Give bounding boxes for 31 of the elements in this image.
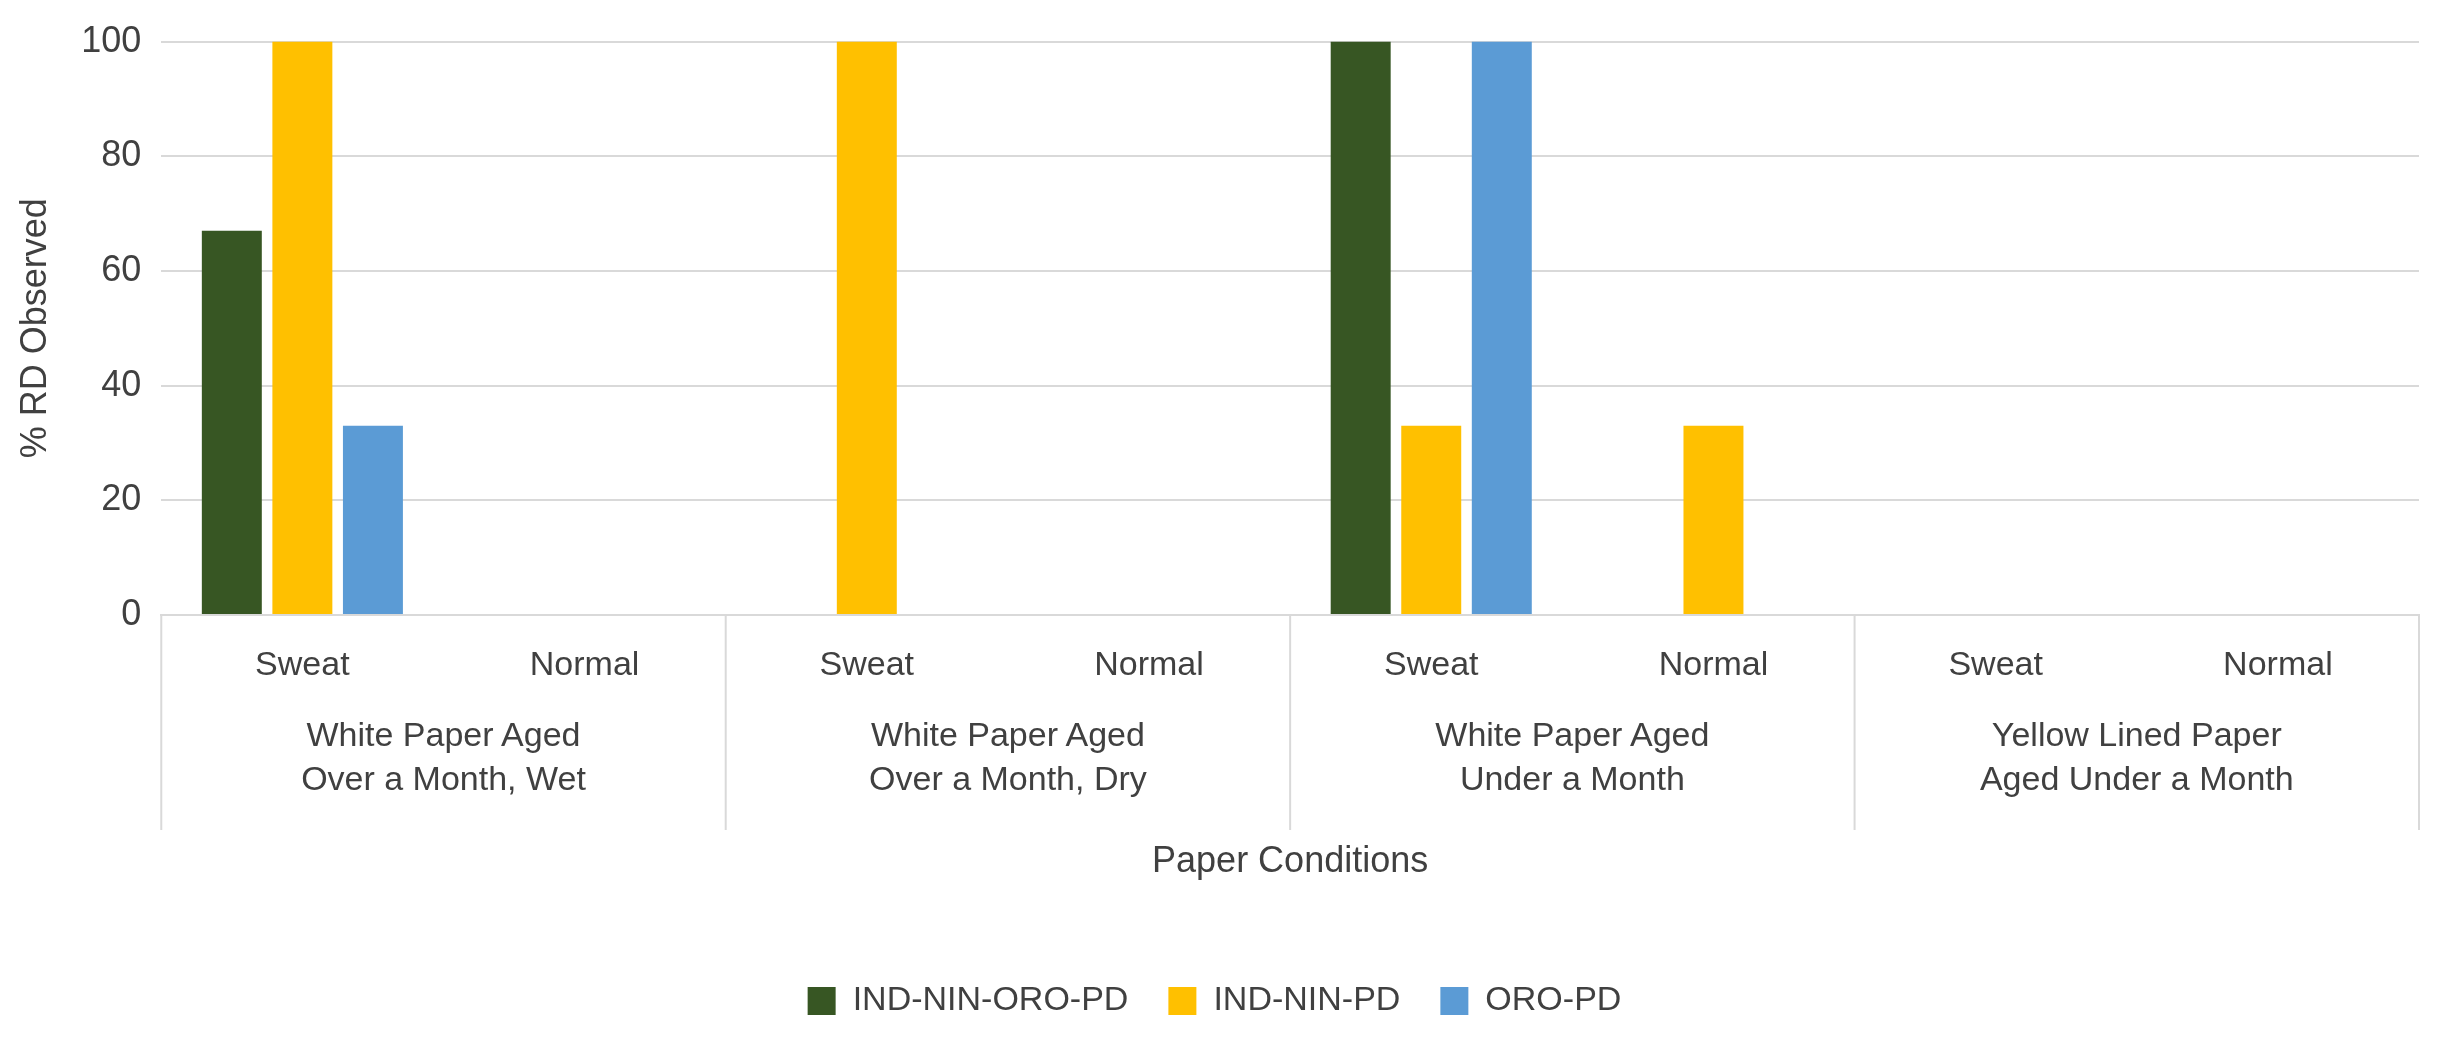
x-tick-label: Sweat	[1948, 643, 2044, 682]
y-tick-label: 40	[101, 362, 142, 404]
y-tick-label: 0	[121, 591, 142, 633]
bar	[342, 425, 403, 614]
text: White Paper Aged Under a Month	[1435, 715, 1710, 798]
bar	[836, 41, 897, 614]
y-tick-label: 80	[101, 133, 142, 175]
x-tick-label: Normal	[1658, 643, 1769, 682]
bar	[201, 230, 262, 614]
bar	[272, 41, 333, 614]
x-axis-title: Paper Conditions	[1152, 839, 1429, 881]
text: Yellow Lined Paper Aged Under a Month	[1979, 715, 2294, 798]
bar	[1330, 41, 1391, 614]
y-tick-label: 60	[101, 247, 142, 289]
y-tick-label: 100	[81, 18, 142, 60]
text: White Paper Aged Over a Month, Dry	[869, 715, 1147, 798]
x-tick-label: Sweat	[1383, 643, 1480, 682]
y-tick-label: 20	[101, 477, 142, 519]
x-tick-label: Sweat	[819, 643, 915, 682]
bar	[1401, 425, 1462, 614]
x-tick-label: Normal	[1094, 643, 1204, 682]
x-tick-label: Normal	[2223, 643, 2333, 682]
x-tick-label: Sweat	[255, 643, 351, 682]
legend-label: ORO-PD	[1485, 979, 1622, 1018]
text: White Paper Aged Over a Month, Wet	[301, 715, 587, 798]
bar	[1683, 425, 1744, 614]
y-axis-title: % RD Observed	[12, 198, 54, 459]
legend-label: IND-NIN-PD	[1213, 979, 1401, 1018]
legend-label: IND-NIN-ORO-PD	[852, 979, 1129, 1018]
x-tick-label: Normal	[529, 643, 640, 682]
bar	[1471, 41, 1532, 614]
